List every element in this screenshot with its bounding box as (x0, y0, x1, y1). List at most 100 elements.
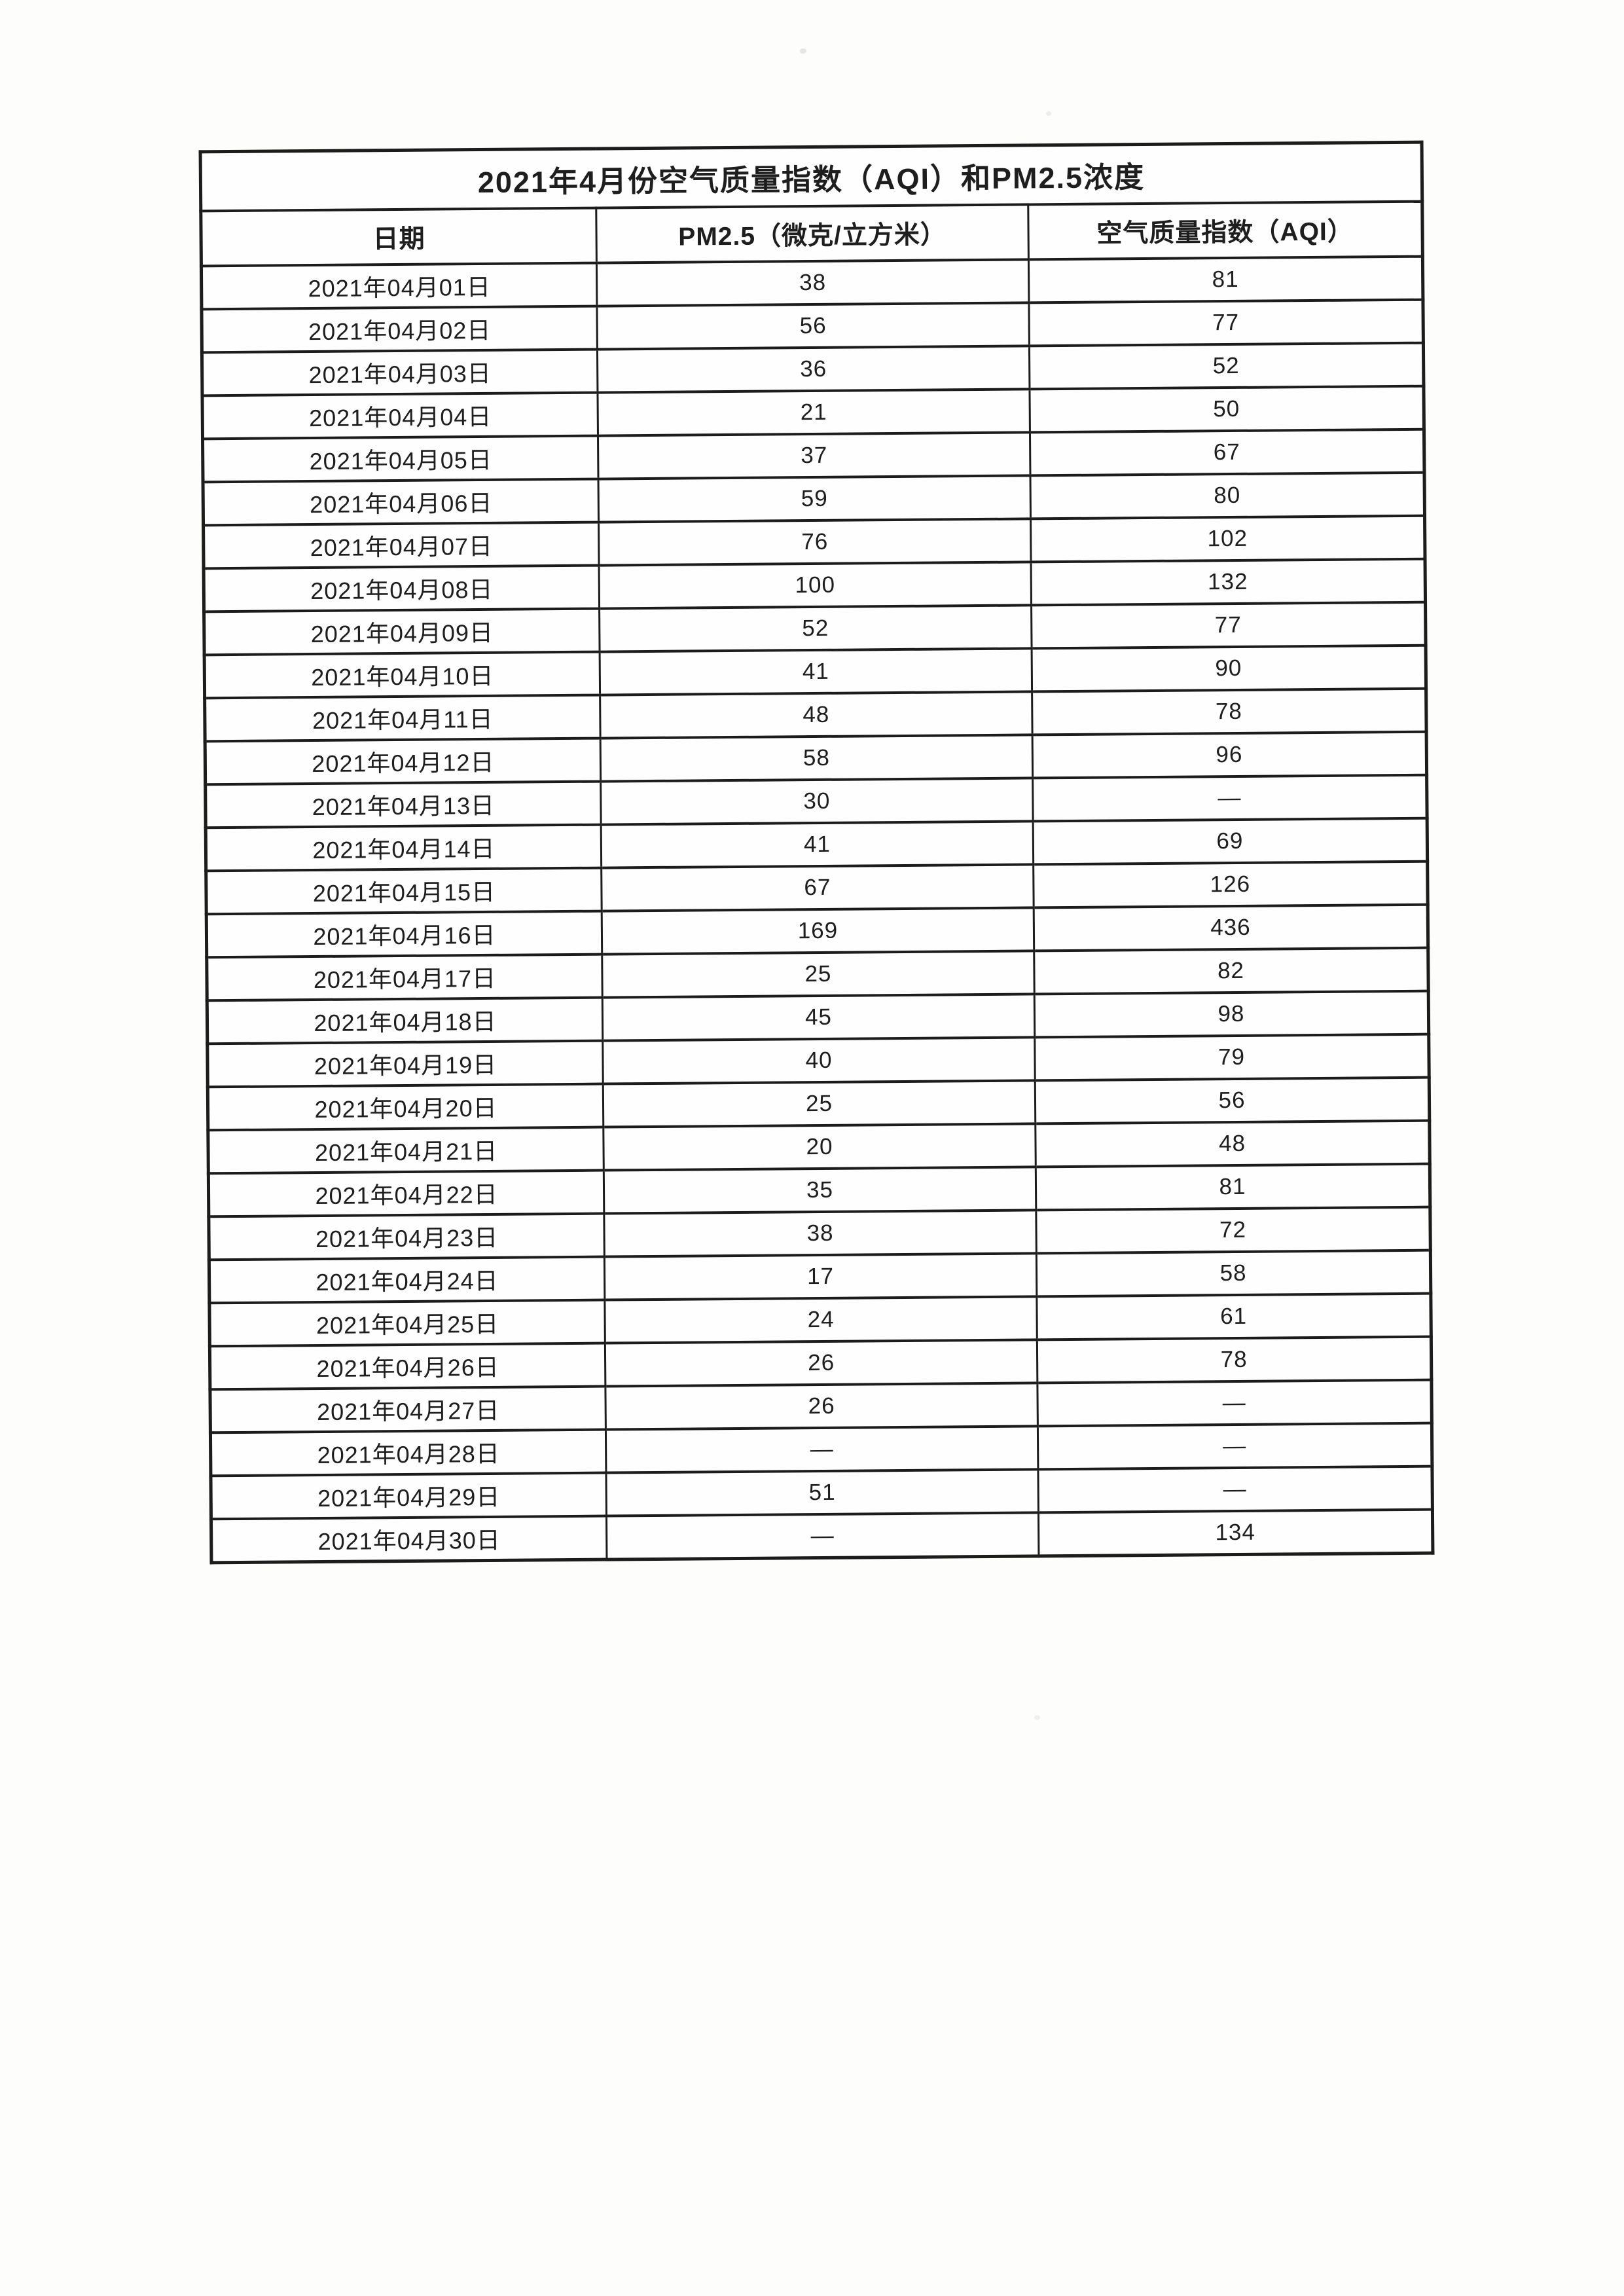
scan-speck (1034, 1715, 1040, 1720)
pm25-cell: 37 (598, 432, 1030, 479)
col-header-aqi: 空气质量指数（AQI） (1028, 201, 1423, 260)
header-row: 日期 PM2.5（微克/立方米） 空气质量指数（AQI） (200, 201, 1423, 266)
date-cell: 2021年04月13日 (205, 781, 602, 828)
date-cell: 2021年04月08日 (204, 565, 600, 612)
date-cell: 2021年04月16日 (206, 911, 602, 958)
pm25-cell: 25 (603, 1080, 1036, 1127)
date-cell: 2021年04月14日 (206, 824, 602, 871)
pm25-cell: 41 (601, 821, 1034, 868)
scan-speck (800, 48, 806, 54)
col-header-date: 日期 (200, 208, 597, 266)
date-cell: 2021年04月28日 (210, 1429, 606, 1476)
date-cell: 2021年04月02日 (201, 306, 598, 353)
scan-speck (1046, 111, 1051, 116)
date-cell: 2021年04月17日 (206, 954, 603, 1001)
date-cell: 2021年04月22日 (208, 1170, 604, 1217)
aqi-cell: 81 (1036, 1163, 1430, 1211)
pm25-cell: 24 (604, 1296, 1038, 1343)
pm25-cell: 76 (598, 519, 1032, 566)
aqi-cell: 96 (1032, 731, 1427, 778)
pm25-cell: 41 (600, 648, 1032, 695)
date-cell: 2021年04月20日 (208, 1084, 604, 1131)
col-header-pm25: PM2.5（微克/立方米） (596, 204, 1029, 263)
pm25-cell: — (605, 1426, 1038, 1473)
title-row: 2021年4月份空气质量指数（AQI）和PM2.5浓度 (200, 142, 1422, 211)
table-body: 2021年04月01日 38 81 2021年04月02日 56 77 2021年04月03… (201, 256, 1433, 1563)
date-cell: 2021年04月24日 (209, 1256, 605, 1303)
date-cell: 2021年04月18日 (207, 997, 603, 1044)
aqi-cell: 52 (1029, 342, 1424, 390)
table-row: 2021年04月30日 —134 (211, 1509, 1433, 1563)
aqi-cell: — (1038, 1423, 1432, 1470)
pm25-cell: 59 (598, 475, 1031, 522)
aqi-cell: 56 (1035, 1077, 1430, 1124)
pm25-cell: 56 (596, 302, 1030, 350)
aqi-cell: 82 (1034, 947, 1429, 994)
aqi-cell: 67 (1030, 429, 1425, 476)
pm25-cell: 100 (599, 562, 1032, 609)
pm25-cell: 169 (602, 907, 1034, 955)
aqi-cell: — (1038, 1466, 1433, 1513)
date-cell: 2021年04月03日 (202, 349, 598, 396)
aqi-cell: — (1032, 774, 1428, 822)
date-cell: 2021年04月21日 (208, 1127, 604, 1174)
pm25-cell: 21 (597, 389, 1030, 436)
date-cell: 2021年04月01日 (201, 263, 597, 310)
aqi-cell: 436 (1034, 904, 1428, 951)
date-cell: 2021年04月06日 (203, 479, 599, 526)
date-cell: 2021年04月29日 (210, 1472, 607, 1520)
aqi-cell: 80 (1030, 472, 1425, 519)
aqi-cell: 77 (1031, 602, 1426, 649)
pm25-cell: 20 (603, 1123, 1036, 1171)
date-cell: 2021年04月04日 (202, 392, 598, 439)
pm25-cell: 67 (601, 864, 1034, 911)
date-cell: 2021年04月25日 (209, 1300, 605, 1347)
pm25-cell: 35 (604, 1167, 1036, 1214)
pm25-cell: 52 (599, 605, 1032, 652)
aqi-cell: 50 (1029, 386, 1424, 433)
date-cell: 2021年04月26日 (209, 1343, 605, 1390)
pm25-cell: 38 (604, 1210, 1037, 1257)
date-cell: 2021年04月30日 (211, 1516, 607, 1563)
pm25-cell: 38 (596, 259, 1029, 306)
aqi-cell: 77 (1028, 299, 1424, 346)
pm25-cell: 45 (602, 994, 1035, 1041)
aqi-cell: 79 (1034, 1034, 1430, 1081)
pm25-cell: 26 (605, 1383, 1038, 1430)
aqi-cell: 134 (1038, 1509, 1433, 1556)
date-cell: 2021年04月23日 (208, 1213, 605, 1260)
aqi-cell: 58 (1036, 1250, 1431, 1297)
pm25-cell: 30 (600, 778, 1034, 825)
pm25-cell: 25 (602, 951, 1035, 998)
aqi-cell: 48 (1035, 1120, 1430, 1167)
pm25-cell: 58 (600, 735, 1033, 782)
aqi-cell: 81 (1028, 256, 1423, 303)
aqi-cell: 72 (1036, 1207, 1431, 1254)
date-cell: 2021年04月10日 (204, 651, 600, 699)
date-cell: 2021年04月27日 (209, 1386, 606, 1433)
pm25-cell: 26 (605, 1339, 1038, 1387)
aqi-cell: 78 (1037, 1336, 1432, 1383)
table-title: 2021年4月份空气质量指数（AQI）和PM2.5浓度 (200, 142, 1422, 211)
aqi-cell: 132 (1031, 558, 1426, 606)
aqi-cell: 98 (1034, 991, 1429, 1038)
pm25-cell: 48 (600, 691, 1033, 738)
date-cell: 2021年04月07日 (203, 522, 600, 569)
aqi-table: 2021年4月份空气质量指数（AQI）和PM2.5浓度 日期 PM2.5（微克/… (198, 140, 1435, 1565)
date-cell: 2021年04月12日 (205, 738, 601, 785)
date-cell: 2021年04月05日 (202, 435, 599, 483)
aqi-cell: — (1037, 1379, 1432, 1427)
date-cell: 2021年04月11日 (204, 695, 601, 742)
pm25-cell: 51 (605, 1469, 1039, 1516)
pm25-cell: 36 (597, 346, 1030, 393)
aqi-cell: 61 (1036, 1293, 1432, 1340)
aqi-cell: 126 (1033, 861, 1428, 908)
aqi-cell: 102 (1030, 515, 1426, 562)
aqi-cell: 78 (1032, 688, 1427, 735)
date-cell: 2021年04月09日 (204, 608, 600, 655)
pm25-cell: 17 (604, 1253, 1037, 1300)
date-cell: 2021年04月19日 (207, 1040, 604, 1087)
pm25-cell: — (606, 1512, 1039, 1560)
aqi-cell: 69 (1033, 818, 1428, 865)
